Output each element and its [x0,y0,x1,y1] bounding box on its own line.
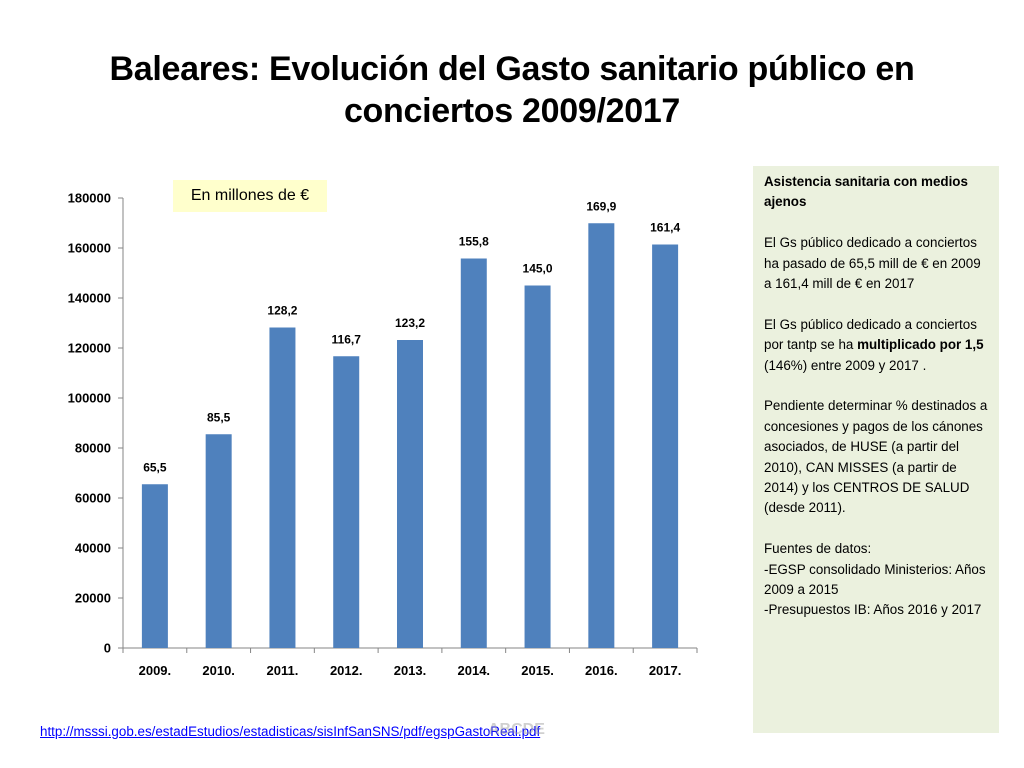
y-tick-label: 20000 [75,591,111,606]
bar [652,244,679,648]
data-label: 85,5 [207,410,231,424]
side-panel: Asistencia sanitaria con medios ajenos E… [753,166,999,733]
x-tick-label: 2014. [458,663,491,678]
side-panel-paragraph-2: El Gs público dedicado a conciertos por … [764,315,991,376]
y-tick-label: 180000 [68,191,111,206]
side-panel-paragraph-2-end: (146%) entre 2009 y 2017 . [764,357,927,373]
slide-title-line-1: Baleares: Evolución del Gasto sanitario … [109,50,915,88]
x-tick-label: 2011. [267,663,299,678]
x-tick-label: 2010. [202,663,235,678]
data-label: 169,9 [586,199,616,213]
bar [524,285,551,648]
slide-title-line-2: conciertos 2009/2017 [343,92,681,130]
side-panel-sources-title: Fuentes de datos: [764,541,872,557]
side-panel-heading: Asistencia sanitaria con medios ajenos [764,174,968,210]
x-tick-label: 2013. [394,663,427,678]
bar [460,258,487,648]
side-panel-paragraph-1: El Gs público dedicado a conciertos ha p… [764,235,981,292]
watermark: ABCDE [488,721,545,738]
y-tick-label: 80000 [75,441,111,456]
bar [141,484,168,648]
bar [269,327,296,648]
bar [588,223,615,648]
bar [205,434,232,648]
y-tick-label: 140000 [68,291,111,306]
y-tick-label: 60000 [75,491,111,506]
units-note: En millones de € [173,180,327,212]
side-panel-paragraph-2-bold: multiplicado por 1,5 [857,337,984,353]
side-panel-paragraph-2-start: El Gs público dedicado a conciertos por … [764,316,977,353]
data-label: 123,2 [395,316,425,330]
data-label: 65,5 [143,460,167,474]
data-label: 155,8 [459,235,489,249]
side-panel-sources: Fuentes de datos: -EGSP consolidado Mini… [764,539,991,621]
y-tick-label: 40000 [75,541,111,556]
source-link[interactable]: http://msssi.gob.es/estadEstudios/estadi… [40,724,541,739]
data-label: 116,7 [332,332,362,346]
y-tick-label: 100000 [68,391,111,406]
bar [397,340,423,648]
x-tick-label: 2016. [585,663,618,678]
y-tick-label: 0 [104,641,111,656]
data-label: 128,2 [267,304,297,318]
y-tick-label: 160000 [68,241,111,256]
x-tick-label: 2012. [330,663,363,678]
bar [333,356,360,648]
side-panel-paragraph-3: Pendiente determinar % destinados a conc… [764,398,988,516]
x-tick-label: 2015. [521,663,554,678]
side-panel-source-2: -Presupuestos IB: Años 2016 y 2017 [764,602,982,618]
data-label: 161,4 [650,221,680,235]
x-tick-label: 2017. [649,663,682,678]
y-tick-label: 120000 [68,341,111,356]
x-tick-label: 2009. [139,663,172,678]
data-label: 145,0 [523,262,553,276]
slide-title: Baleares: Evolución del Gasto sanitario … [40,48,984,132]
side-panel-source-1: -EGSP consolidado Ministerios: Años 2009… [764,561,986,598]
